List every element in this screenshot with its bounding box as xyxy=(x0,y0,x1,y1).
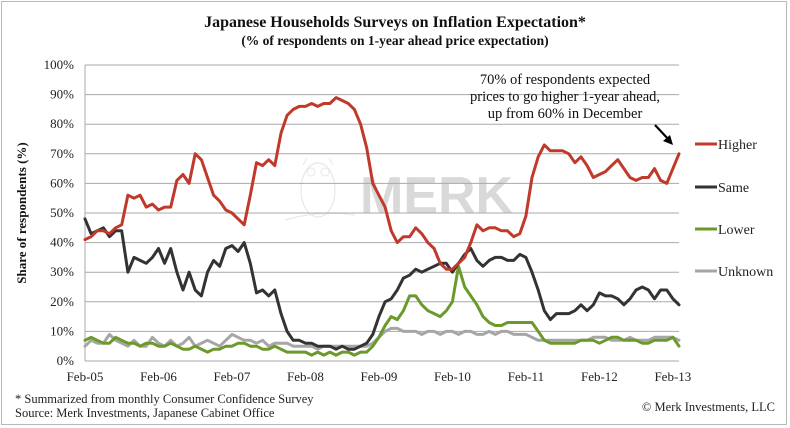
legend-item-same: Same xyxy=(695,181,749,196)
y-tick-label: 80% xyxy=(50,116,74,131)
x-tick-label: Feb-13 xyxy=(654,369,691,384)
annotation-line-1: 70% of respondents expected xyxy=(480,72,651,88)
y-tick-label: 70% xyxy=(50,146,74,161)
legend: Higher Same Lower Unknown xyxy=(695,138,773,280)
chart-title: Japanese Households Surveys on Inflation… xyxy=(204,14,586,31)
x-tick-label: Feb-09 xyxy=(361,369,398,384)
footnote: * Summarized from monthly Consumer Confi… xyxy=(15,392,314,406)
x-tick-label: Feb-06 xyxy=(140,369,177,384)
legend-label: Higher xyxy=(718,138,757,153)
legend-label: Lower xyxy=(718,223,755,238)
y-tick-label: 50% xyxy=(50,205,74,220)
x-tick-label: Feb-12 xyxy=(581,369,618,384)
legend-item-lower: Lower xyxy=(695,223,755,238)
source-note: Source: Merk Investments, Japanese Cabin… xyxy=(15,406,275,420)
owl-watermark-icon xyxy=(284,157,356,221)
watermark-text: MERK xyxy=(360,167,514,225)
legend-label: Same xyxy=(718,181,749,196)
legend-item-higher: Higher xyxy=(695,138,757,153)
y-axis-ticks: 0% 10% 20% 30% 40% 50% 60% 70% 80% 90% 100% xyxy=(44,57,75,368)
y-tick-label: 0% xyxy=(57,353,75,368)
x-tick-label: Feb-11 xyxy=(508,369,544,384)
y-tick-label: 90% xyxy=(50,87,74,102)
legend-label: Unknown xyxy=(718,265,773,280)
series-lines xyxy=(83,96,681,357)
y-tick-label: 60% xyxy=(50,175,74,190)
copyright: © Merk Investments, LLC xyxy=(642,400,775,414)
chart-subtitle: (% of respondents on 1-year ahead price … xyxy=(241,33,548,48)
watermark: MERK xyxy=(284,157,514,225)
y-tick-label: 20% xyxy=(50,294,74,309)
x-tick-label: Feb-05 xyxy=(67,369,104,384)
y-axis-label: Share of respondents (%) xyxy=(14,142,29,283)
y-tick-label: 40% xyxy=(50,235,74,250)
x-tick-label: Feb-08 xyxy=(287,369,324,384)
x-axis-ticks: Feb-05 Feb-06 Feb-07 Feb-08 Feb-09 Feb-10 Feb-… xyxy=(67,369,692,384)
annotation-arrow-icon xyxy=(654,124,673,145)
y-tick-label: 10% xyxy=(50,323,74,338)
y-tick-label: 30% xyxy=(50,264,74,279)
annotation-line-2: prices to go higher 1-year ahead, xyxy=(470,89,660,105)
annotation-line-3: up from 60% in December xyxy=(488,106,643,122)
x-tick-label: Feb-10 xyxy=(434,369,471,384)
x-tick-label: Feb-07 xyxy=(214,369,251,384)
series-line-lower xyxy=(83,264,681,357)
legend-item-unknown: Unknown xyxy=(695,265,773,280)
series-line-same xyxy=(83,217,681,351)
annotation: 70% of respondents expected prices to go… xyxy=(470,72,673,145)
series-line-higher xyxy=(83,96,681,271)
y-tick-label: 100% xyxy=(44,57,75,72)
gridlines xyxy=(84,64,679,362)
